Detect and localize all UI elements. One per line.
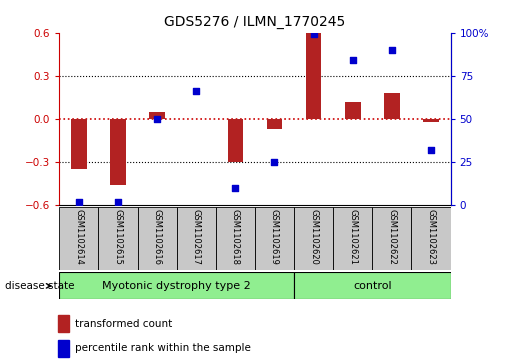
Bar [255,207,294,270]
Bar [372,207,411,270]
Point [231,185,239,191]
Bar [345,102,360,119]
Bar [216,207,255,270]
Point [427,147,435,153]
Text: GSM1102619: GSM1102619 [270,209,279,265]
Text: Myotonic dystrophy type 2: Myotonic dystrophy type 2 [102,281,251,291]
Bar [228,119,243,162]
Bar [58,340,70,357]
Point [192,89,200,94]
Point [310,32,318,37]
Text: GSM1102618: GSM1102618 [231,209,240,265]
Text: percentile rank within the sample: percentile rank within the sample [75,343,251,353]
Text: GSM1102621: GSM1102621 [348,209,357,265]
Text: GSM1102620: GSM1102620 [309,209,318,265]
Text: transformed count: transformed count [75,319,173,329]
Bar [267,119,282,129]
Point [153,116,161,122]
Text: GSM1102623: GSM1102623 [426,209,436,265]
Bar [294,207,333,270]
Bar [138,207,177,270]
Bar [333,207,372,270]
Bar [149,112,165,119]
Bar [59,272,294,299]
Bar [306,33,321,119]
Bar [71,119,87,169]
Text: GSM1102616: GSM1102616 [152,209,162,265]
Title: GDS5276 / ILMN_1770245: GDS5276 / ILMN_1770245 [164,15,346,29]
Point [75,199,83,205]
Bar [110,119,126,185]
Bar [423,119,439,122]
Bar [58,315,70,333]
Bar [411,207,451,270]
Text: GSM1102622: GSM1102622 [387,209,397,265]
Bar [294,272,451,299]
Text: GSM1102615: GSM1102615 [113,209,123,265]
Bar [98,207,138,270]
Point [270,159,279,165]
Bar [384,93,400,119]
Bar [59,207,98,270]
Text: control: control [353,281,392,291]
Point [114,199,122,205]
Point [349,57,357,63]
Text: GSM1102614: GSM1102614 [74,209,83,265]
Text: disease state: disease state [5,281,75,291]
Point [388,47,396,53]
Bar [177,207,216,270]
Text: GSM1102617: GSM1102617 [192,209,201,265]
